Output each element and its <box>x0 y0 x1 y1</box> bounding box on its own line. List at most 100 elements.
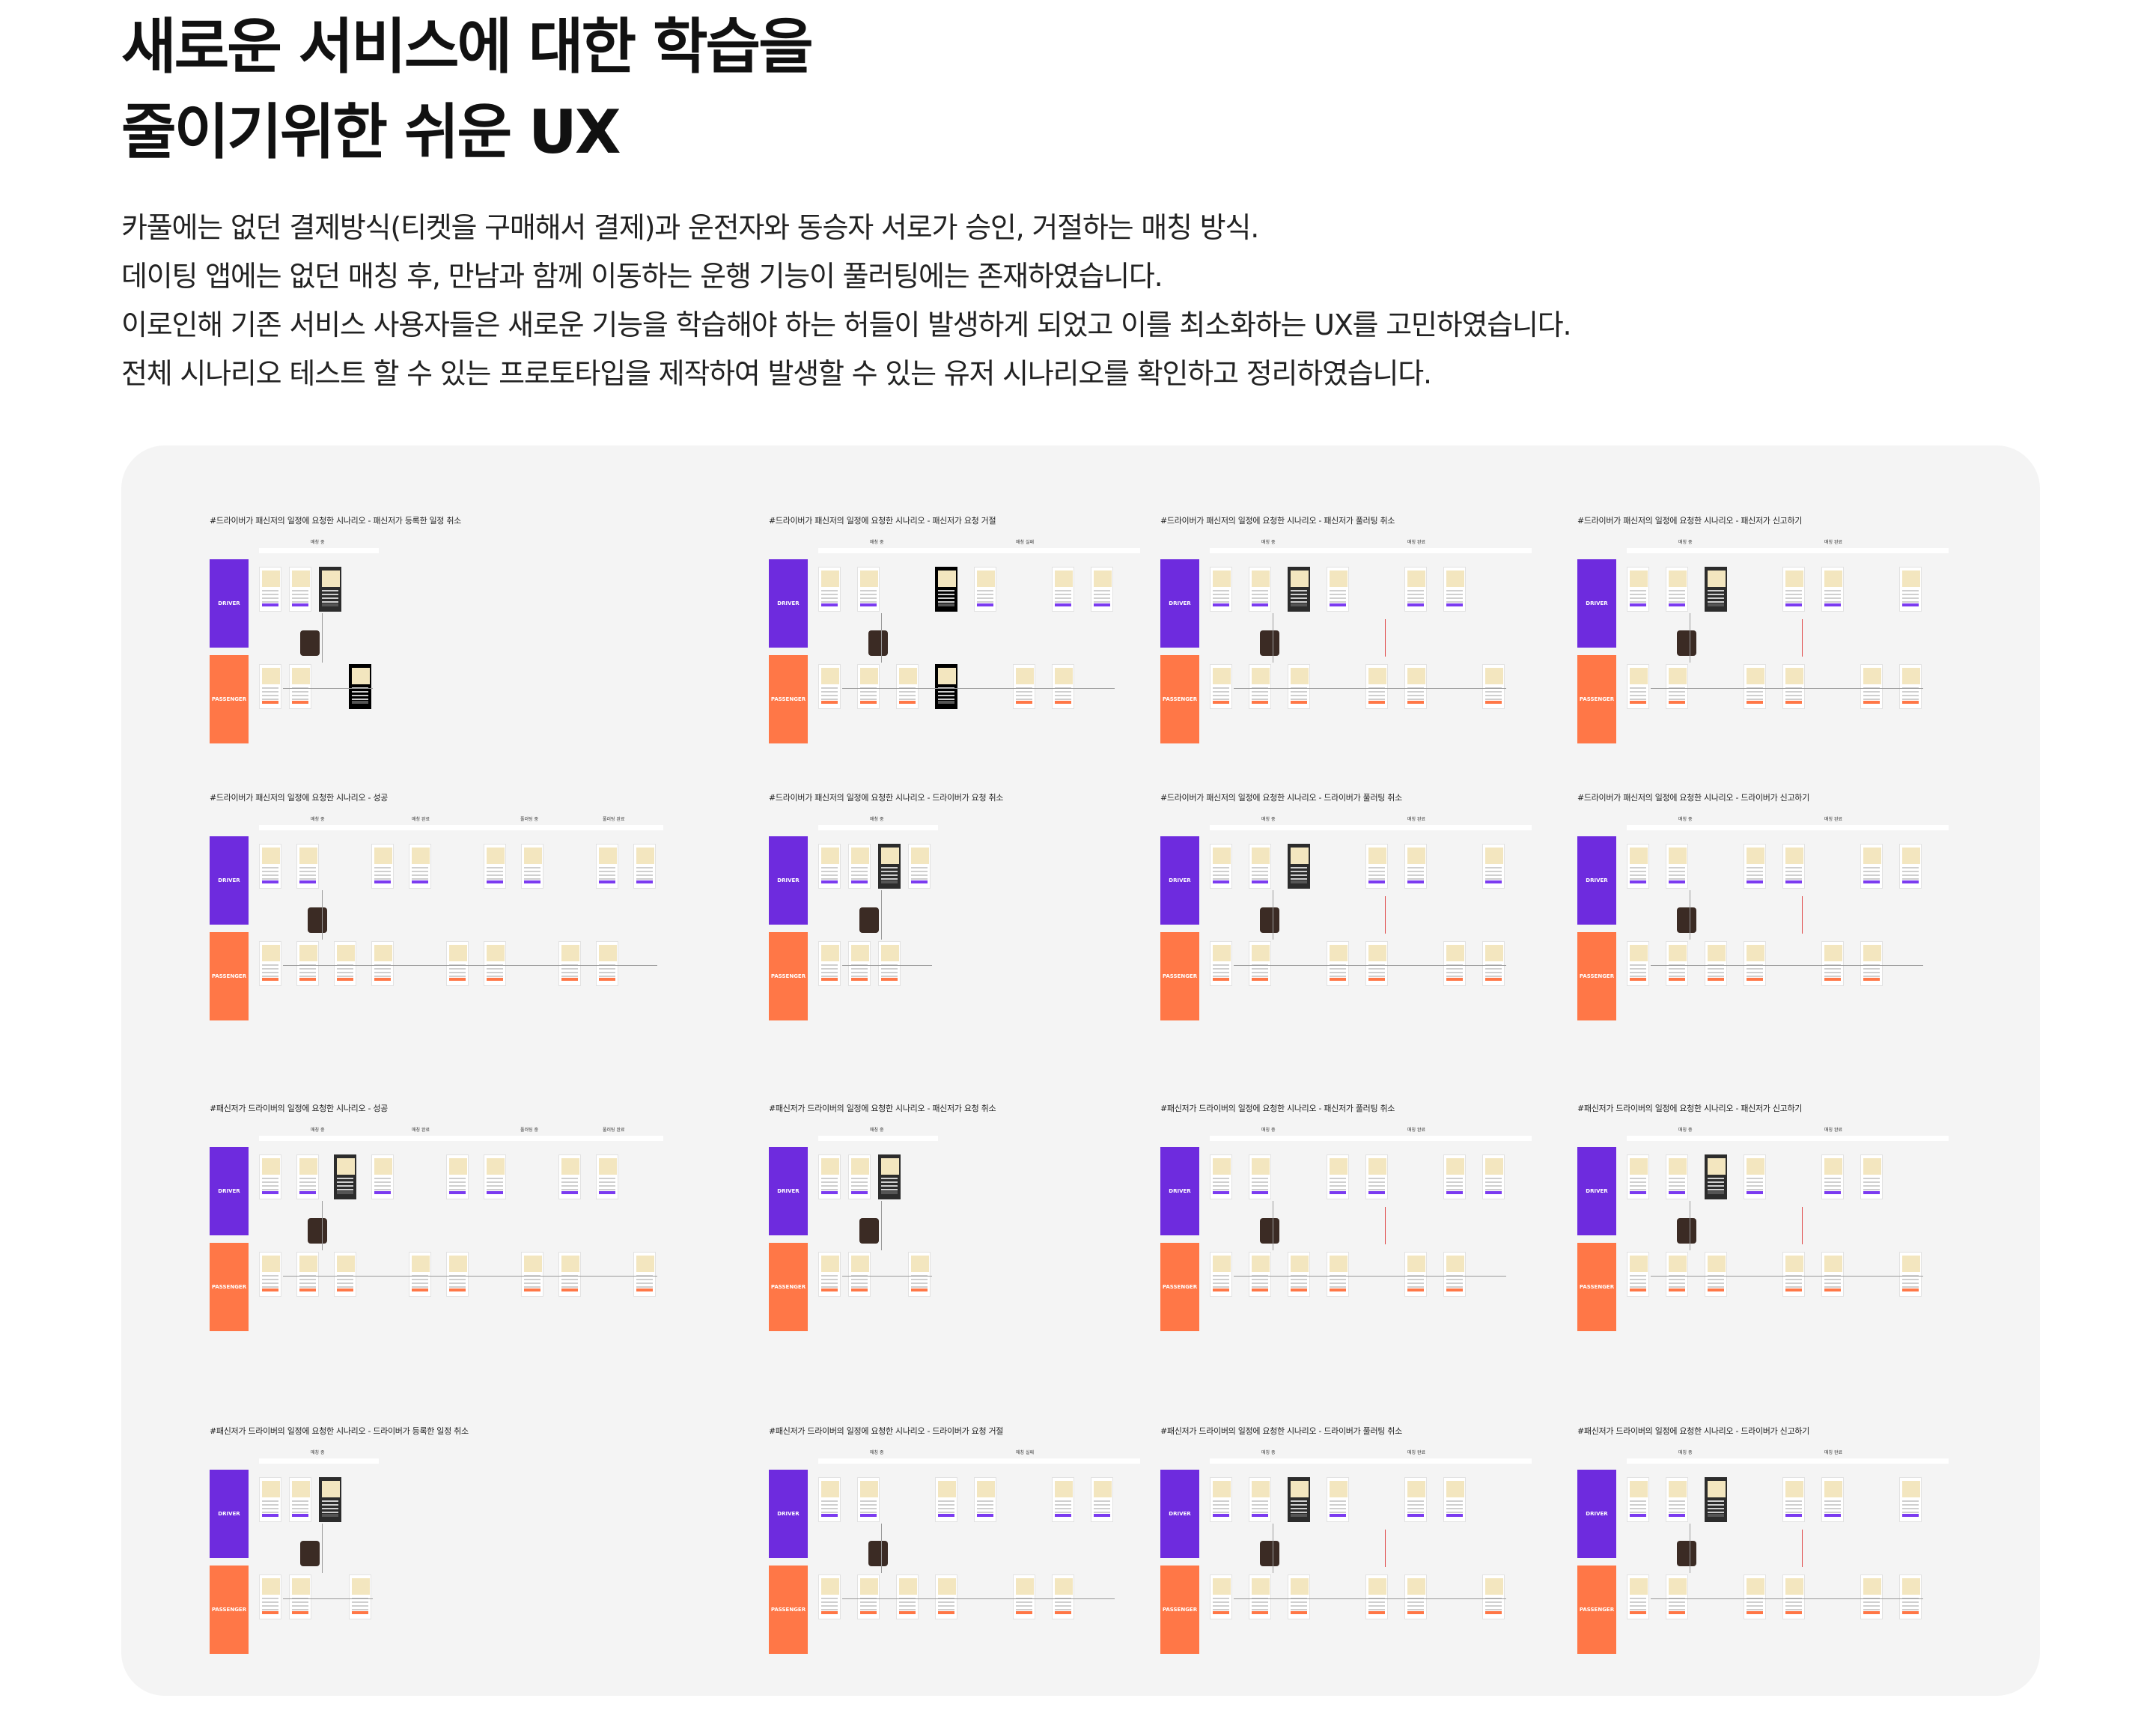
action-button <box>1669 603 1685 606</box>
flow-connector <box>842 688 1115 689</box>
text-line <box>938 1512 954 1513</box>
text-line <box>1330 590 1346 591</box>
driver-lane: DRIVER <box>1577 559 1616 648</box>
app-screen-thumbnail <box>1327 941 1349 986</box>
text-line <box>1785 691 1802 693</box>
text-line <box>1368 968 1385 970</box>
text-line <box>1407 871 1424 872</box>
app-screen-thumbnail <box>1482 1154 1505 1199</box>
text-line <box>1747 976 1763 977</box>
app-screen-thumbnail <box>319 567 341 612</box>
text-line <box>1630 1286 1646 1288</box>
text-line <box>1669 1605 1685 1607</box>
text-line <box>524 871 540 872</box>
text-line <box>262 601 278 603</box>
text-line <box>262 1512 278 1513</box>
text-line <box>938 1508 954 1509</box>
stage-label: 매칭 완료 <box>1824 1128 1842 1133</box>
text-line <box>881 1178 898 1179</box>
text-line <box>599 1181 615 1183</box>
map-preview <box>1708 1158 1726 1175</box>
driver-lane: DRIVER <box>210 1147 249 1235</box>
text-line <box>1407 867 1424 868</box>
app-screen-thumbnail <box>1249 1154 1271 1199</box>
map-preview <box>449 945 467 961</box>
text-line <box>1407 594 1424 595</box>
text-line <box>1291 1609 1307 1610</box>
text-line <box>1747 1185 1763 1187</box>
map-preview <box>1094 1481 1112 1497</box>
app-screen-thumbnail <box>1821 1252 1844 1297</box>
action-button <box>1630 603 1646 606</box>
text-line <box>1213 874 1229 876</box>
map-preview <box>821 1578 839 1595</box>
text-line <box>851 874 868 876</box>
scenario-title: #패신저가 드라이버의 일정에 요청한 시나리오 - 드라이버가 등록한 일정 … <box>210 1426 469 1436</box>
text-line <box>1824 1181 1841 1183</box>
map-preview <box>1785 1578 1803 1595</box>
text-line <box>821 976 838 977</box>
map-preview <box>1446 571 1464 587</box>
flow-connector <box>881 1201 882 1250</box>
flow-connector <box>1802 619 1803 657</box>
app-screen-thumbnail <box>1705 1252 1727 1297</box>
profile-photo <box>868 1541 888 1566</box>
text-line <box>1368 699 1385 700</box>
text-line <box>1708 597 1724 599</box>
stage-label: 매칭 중 <box>1678 540 1693 545</box>
text-line <box>337 1189 353 1190</box>
app-screen-thumbnail <box>289 1477 311 1522</box>
map-preview <box>1669 1481 1687 1497</box>
text-line <box>1368 867 1385 868</box>
map-preview <box>1330 571 1348 587</box>
text-line <box>1708 1181 1724 1183</box>
text-line <box>1863 691 1880 693</box>
text-line <box>524 867 540 868</box>
text-line <box>1902 597 1919 599</box>
app-screen-thumbnail <box>1249 1252 1271 1297</box>
text-line <box>1446 1185 1463 1187</box>
action-button <box>860 1514 877 1517</box>
app-screen-thumbnail <box>1091 1477 1113 1522</box>
app-screen-thumbnail <box>857 1574 880 1619</box>
description: 카풀에는 없던 결제방식(티켓을 구매해서 결제)과 운전자와 동승자 서로가 … <box>121 204 1572 398</box>
text-line <box>322 590 338 591</box>
profile-photo <box>1260 1541 1279 1566</box>
text-line <box>1446 1279 1463 1280</box>
text-line <box>977 1500 993 1502</box>
map-preview <box>821 848 839 864</box>
scenario-panel: #패신저가 드라이버의 일정에 요청한 시나리오 - 패신저가 신고하기 매칭 중… <box>1577 1102 1952 1372</box>
app-screen-thumbnail <box>259 941 281 986</box>
text-line <box>860 594 877 595</box>
text-line <box>374 976 391 977</box>
app-screen-thumbnail <box>908 844 931 889</box>
map-preview <box>262 1158 280 1175</box>
text-line <box>1863 878 1880 880</box>
stage-label: 매칭 중 <box>870 540 884 545</box>
text-line <box>1824 601 1841 603</box>
text-line <box>262 1185 278 1187</box>
action-button <box>561 1288 578 1291</box>
text-line <box>1094 1500 1110 1502</box>
text-line <box>1407 601 1424 603</box>
action-button <box>1902 603 1919 606</box>
map-preview <box>1330 1481 1348 1497</box>
text-line <box>299 867 316 868</box>
text-line <box>1785 1500 1802 1502</box>
text-line <box>337 1286 353 1288</box>
text-line <box>299 871 316 872</box>
map-preview <box>449 1256 467 1272</box>
text-line <box>1213 968 1229 970</box>
text-line <box>1213 976 1229 977</box>
flow-connector <box>881 890 882 940</box>
text-line <box>1669 1609 1685 1610</box>
text-line <box>1669 1512 1685 1513</box>
app-screen-thumbnail <box>896 1574 919 1619</box>
text-line <box>262 1181 278 1183</box>
app-screen-thumbnail <box>1899 567 1922 612</box>
text-line <box>899 691 916 693</box>
text-line <box>1708 1185 1724 1187</box>
app-screen-thumbnail <box>1210 1574 1232 1619</box>
map-preview <box>1747 1158 1764 1175</box>
action-button <box>1330 1191 1346 1194</box>
